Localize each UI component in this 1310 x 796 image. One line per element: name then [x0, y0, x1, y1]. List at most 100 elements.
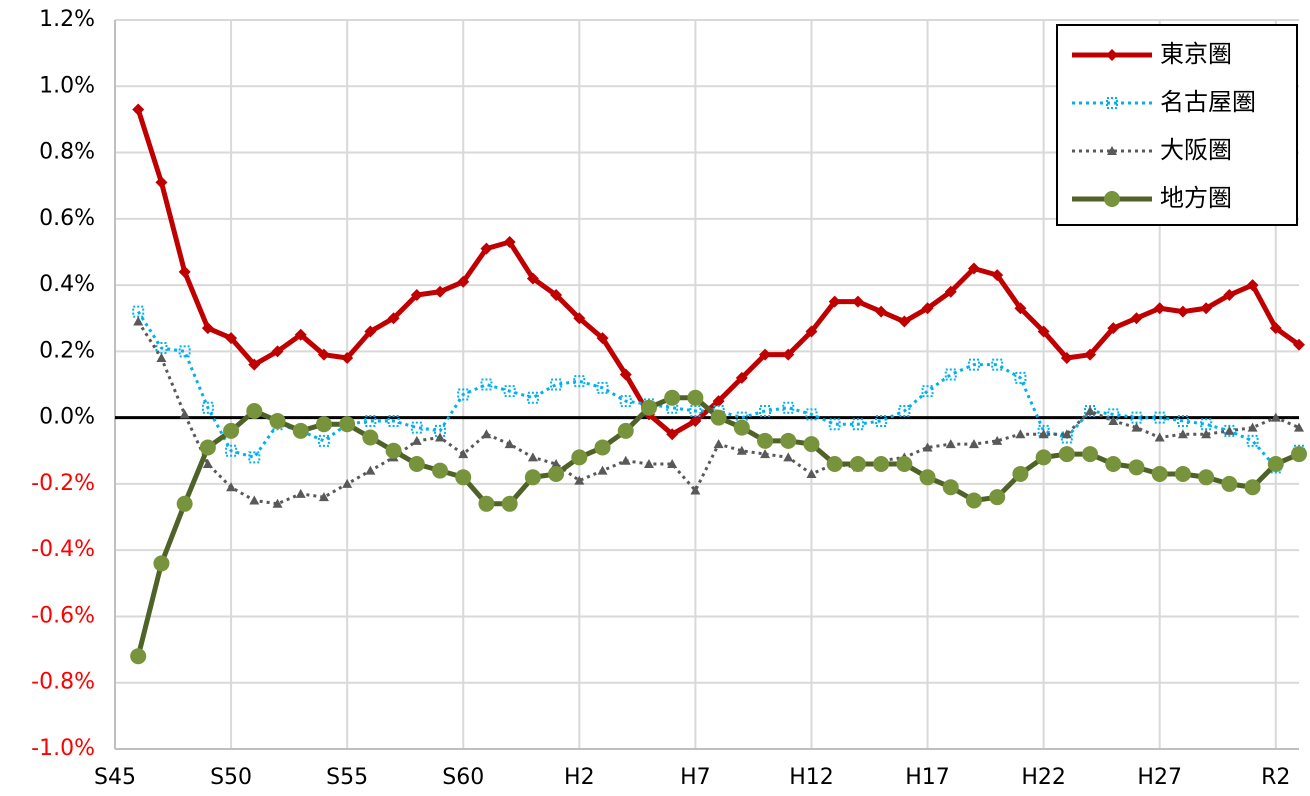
data-point — [1177, 429, 1188, 439]
data-point — [132, 103, 145, 116]
data-point — [1058, 446, 1075, 463]
data-point — [1176, 305, 1189, 318]
data-point — [342, 478, 353, 488]
data-point — [1037, 325, 1050, 338]
data-point — [269, 412, 286, 429]
data-point — [1084, 348, 1097, 361]
data-point — [457, 388, 470, 401]
data-point — [458, 449, 469, 459]
data-point — [1174, 465, 1191, 482]
x-tick-label: H22 — [1021, 765, 1066, 790]
data-point — [1060, 351, 1073, 364]
data-point — [1014, 371, 1027, 384]
data-point — [1200, 302, 1213, 315]
data-point — [1085, 406, 1096, 416]
data-point — [1246, 434, 1259, 447]
legend-marker — [1107, 146, 1117, 155]
data-point — [757, 432, 774, 449]
x-tick-label: S60 — [442, 765, 484, 790]
y-tick-label: 0.6% — [39, 206, 95, 231]
data-point — [248, 358, 261, 371]
data-point — [455, 469, 472, 486]
data-point — [851, 295, 864, 308]
data-point — [597, 465, 608, 475]
data-point — [596, 332, 609, 345]
data-point — [1082, 446, 1099, 463]
data-point — [271, 345, 284, 358]
data-point — [1035, 449, 1052, 466]
data-point — [759, 405, 772, 418]
data-point — [1128, 459, 1145, 476]
data-point — [480, 378, 493, 391]
data-point — [1246, 279, 1259, 292]
data-point — [1130, 312, 1143, 325]
data-point — [921, 385, 934, 398]
y-tick-label: -0.8% — [31, 670, 95, 695]
y-tick-label: -0.2% — [31, 471, 95, 496]
data-point — [945, 439, 956, 449]
data-point — [1108, 415, 1119, 425]
data-point — [435, 432, 446, 442]
data-point — [643, 459, 654, 469]
x-tick-label: H2 — [564, 765, 595, 790]
data-point — [989, 489, 1006, 506]
data-point — [201, 401, 214, 414]
data-point — [292, 422, 309, 439]
legend-label: 地方圏 — [1160, 184, 1232, 212]
data-point — [617, 422, 634, 439]
data-point — [526, 272, 539, 285]
data-point — [1176, 414, 1189, 427]
data-point — [503, 385, 516, 398]
x-tick-label: H12 — [789, 765, 834, 790]
legend-label: 名古屋圏 — [1160, 88, 1256, 116]
data-point — [1223, 289, 1236, 302]
data-point — [249, 495, 260, 505]
data-point — [733, 419, 750, 436]
data-point — [318, 492, 329, 502]
data-point — [1198, 469, 1215, 486]
legend-marker — [1106, 97, 1118, 109]
data-point — [1153, 302, 1166, 315]
data-point — [504, 439, 515, 449]
data-point — [573, 375, 586, 388]
y-tick-label: 0.8% — [39, 140, 95, 165]
data-point — [503, 236, 516, 249]
data-point — [524, 469, 541, 486]
x-tick-label: H27 — [1137, 765, 1182, 790]
data-point — [365, 465, 376, 475]
data-point — [619, 368, 632, 381]
data-point — [783, 452, 794, 462]
data-point — [130, 648, 147, 665]
data-point — [1270, 412, 1281, 422]
data-point — [226, 482, 237, 492]
data-point — [944, 285, 957, 298]
data-point — [248, 451, 261, 464]
data-point — [133, 316, 144, 326]
data-point — [826, 456, 843, 473]
y-tick-label: 0.2% — [39, 338, 95, 363]
data-point — [1131, 422, 1142, 432]
data-point — [922, 442, 933, 452]
data-point — [759, 348, 772, 361]
data-point — [501, 495, 518, 512]
data-point — [690, 485, 701, 495]
data-point — [199, 439, 216, 456]
data-point — [295, 488, 306, 498]
data-point — [1224, 425, 1235, 435]
data-point — [155, 176, 168, 189]
data-point — [942, 479, 959, 496]
legend-label: 大阪圏 — [1160, 136, 1232, 164]
data-point — [1154, 432, 1165, 442]
data-point — [1269, 322, 1282, 335]
data-point — [896, 456, 913, 473]
data-point — [667, 459, 678, 469]
legend-label: 東京圏 — [1160, 40, 1232, 68]
data-point — [805, 408, 818, 421]
y-tick-label: 0.4% — [39, 272, 95, 297]
legend-box — [1056, 24, 1298, 226]
data-point — [712, 395, 725, 408]
legend-marker — [1106, 49, 1118, 61]
data-point — [176, 495, 193, 512]
data-point — [550, 289, 563, 302]
data-point — [272, 498, 283, 508]
